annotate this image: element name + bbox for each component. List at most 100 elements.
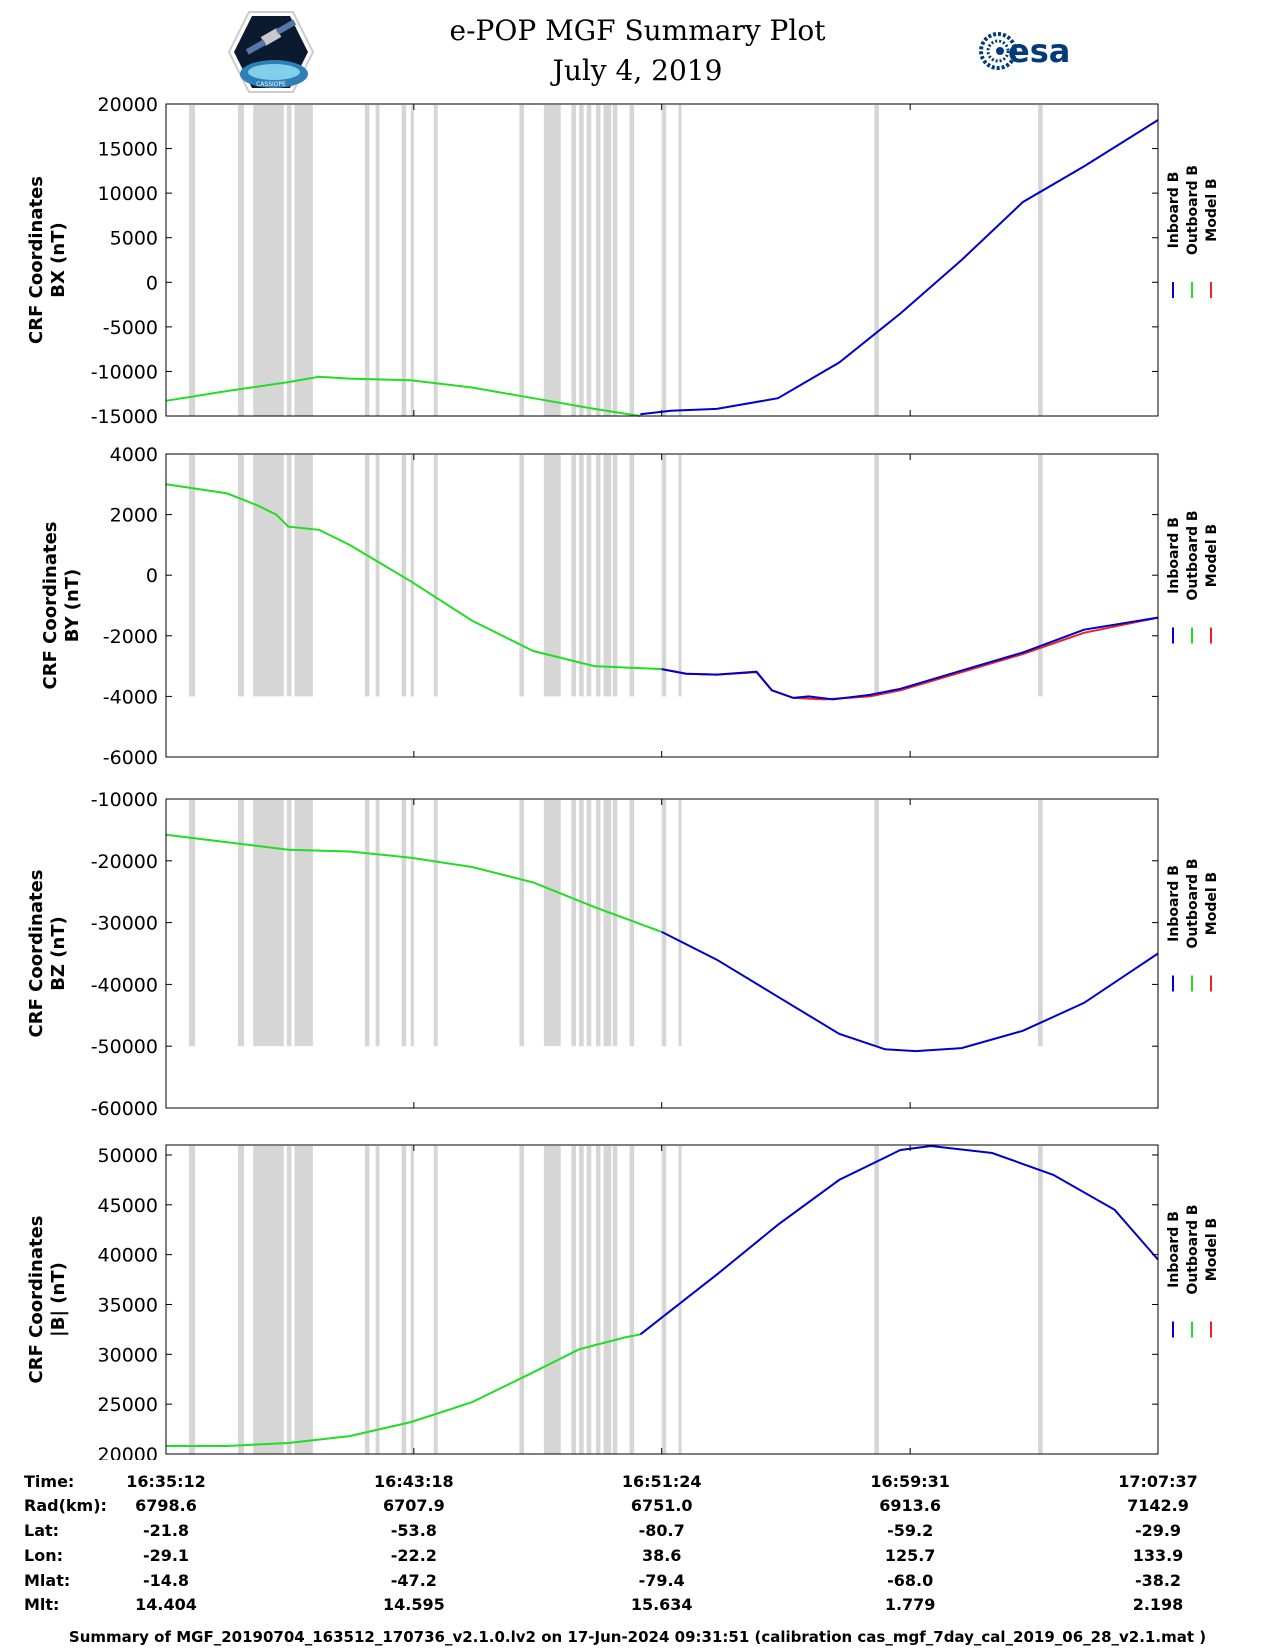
data-gap-bar [603,800,612,1047]
data-gap-bar [874,455,879,697]
y-tick-label: 40000 [98,1245,158,1267]
data-gap-bar [188,105,196,416]
data-gap-bar [294,105,313,416]
data-gap-bar [375,105,380,416]
info-row-label: Time: [24,1472,75,1491]
series-line-outboard-b [165,375,641,417]
data-gap-bar [237,800,245,1047]
esa-logo-text: esa [1008,32,1070,70]
legend-label: Inboard B [1166,172,1182,249]
data-gap-bar [433,455,438,697]
chart-panel-4: 50000 45000 40000 35000 30000 25000 20000 CRF C… [26,1144,1220,1460]
y-axis-label-line1: CRF Coordinates [26,176,47,344]
legend-label: Outboard B [1185,1204,1201,1294]
data-gap-bar [550,1146,561,1454]
data-gap-bar [286,105,292,416]
mgf-summary-charts: 20000150001000050000-5000-10000-15000CRF… [26,94,1220,1460]
data-gap-bar [571,1146,577,1454]
info-row-label: Mlt: [24,1595,60,1614]
legend-label: Outboard B [1185,858,1201,948]
chart-panel-2: 4000 2000 0 -2000 -4000 -6000 CRF CoordinatesB… [40,444,1220,769]
data-gap-bar [550,455,561,697]
info-cell: -79.4 [638,1571,685,1590]
y-axis-label-line2: BZ (nT) [48,916,69,991]
chart-panel-3: -10000 -20000 -30000 -40000 -50000 -60000 CRF … [26,789,1220,1120]
data-gap-bar [661,455,667,697]
y-tick-label: 20000 [98,1444,158,1460]
info-cell: 7142.9 [1127,1496,1189,1515]
data-gap-bar [571,105,577,416]
info-cell: -80.7 [638,1521,685,1540]
data-gap-bar [678,800,682,1047]
data-gap-bar [294,1146,313,1454]
legend-label: Model B [1204,1218,1220,1281]
y-tick-label: 45000 [98,1195,158,1217]
y-axis-label: CRF CoordinatesBX (nT) [26,176,69,344]
data-gap-bar [678,105,682,416]
data-gap-bar [550,105,561,416]
data-gap-bar [253,455,284,697]
y-tick-label: -15000 [91,406,158,428]
data-gap-bar [253,800,284,1047]
series-line-outboard-b [165,483,662,671]
info-cell: -53.8 [390,1521,437,1540]
data-gap-bar [661,1146,667,1454]
y-tick-label: 25000 [98,1394,158,1416]
y-axis-label: CRF CoordinatesBY (nT) [40,522,83,690]
y-tick-label: -10000 [91,361,158,383]
data-gap-bar [603,455,612,697]
y-tick-label: -20000 [91,851,158,873]
data-gap-bar [874,1146,879,1454]
data-gap-bar [1038,105,1043,416]
legend-label: Inboard B [1166,517,1182,594]
data-gap-bar [253,105,284,416]
data-gap-bar [595,800,601,1047]
info-row-label: Lon: [24,1546,63,1565]
info-cell: 16:43:18 [374,1472,454,1491]
y-axis-label-line2: |B| (nT) [48,1262,69,1337]
data-gap-bar [410,1146,414,1454]
info-cell: -14.8 [142,1571,190,1590]
legend-label: Inboard B [1166,865,1182,942]
info-cell: 6913.6 [879,1496,942,1515]
y-tick-label: 10000 [98,183,158,205]
y-axis-label-line2: BY (nT) [62,569,83,643]
data-gap-bar [286,800,292,1047]
series-line-outboard-b [166,1333,641,1447]
info-cell: 17:07:37 [1118,1472,1198,1491]
cassiope-logo-text: CASSIOPE [256,81,286,88]
data-gap-bar [579,455,584,697]
data-gap-bar [586,455,592,697]
y-tick-label: -4000 [103,686,158,708]
y-axis-label-line1: CRF Coordinates [40,522,61,690]
info-cell: 38.6 [641,1546,682,1565]
data-gap-bar [188,1146,196,1454]
data-gap-bar [188,800,196,1047]
data-gap-bar [188,455,196,697]
data-gap-bar [586,1146,592,1454]
data-gap-bar [1038,1146,1043,1454]
y-tick-label: 4000 [110,444,158,466]
y-tick-label: 0 [146,272,158,294]
data-gap-bar [364,800,370,1047]
data-gap-bar [595,105,601,416]
y-tick-label: -2000 [103,626,158,648]
data-gap-bar [410,455,414,697]
y-tick-label: -50000 [91,1036,158,1058]
data-gap-bar [364,455,370,697]
data-gap-bar [629,1146,635,1454]
y-tick-label: -40000 [91,974,158,996]
data-gap-bar [401,455,407,697]
data-gap-bar [519,800,525,1047]
y-tick-label: 0 [146,565,158,587]
y-tick-label: -5000 [103,317,158,339]
chart-panel-1: 20000 15000 10000 5000 0 -5000 -10000 -15000 CRF… [26,94,1220,428]
data-gap-bar [375,1146,380,1454]
info-cell: 133.9 [1132,1546,1184,1565]
data-gap-bar [237,105,245,416]
data-gap-bar [678,455,682,697]
info-cell: -21.8 [142,1521,190,1540]
y-axis-label-line1: CRF Coordinates [26,870,47,1038]
data-gap-bar [401,800,407,1047]
info-cell: 125.7 [884,1546,936,1565]
